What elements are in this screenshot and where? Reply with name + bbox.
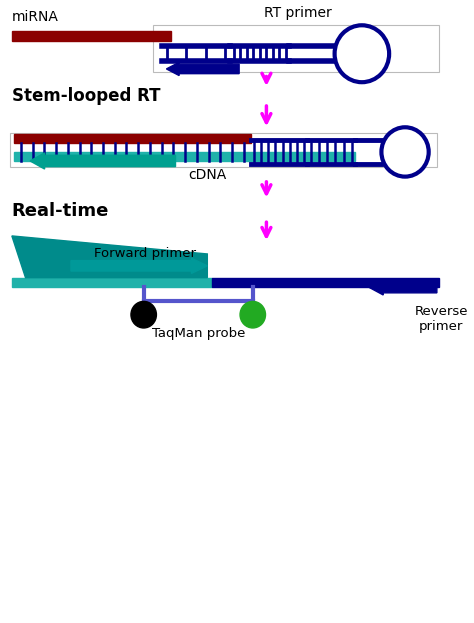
FancyArrow shape (369, 279, 437, 295)
Text: Reverse
primer: Reverse primer (415, 305, 468, 333)
FancyArrow shape (166, 62, 239, 75)
Bar (14, 153, 355, 161)
Text: −: − (247, 308, 259, 321)
Bar (12, 31, 171, 41)
Bar (153, 25, 439, 72)
Bar (9, 133, 437, 167)
Text: TaqMan probe: TaqMan probe (152, 326, 245, 340)
Bar (212, 278, 439, 287)
Circle shape (382, 127, 428, 176)
Text: Forward primer: Forward primer (94, 247, 196, 260)
FancyArrow shape (71, 258, 207, 273)
Text: RT primer: RT primer (264, 6, 332, 20)
Polygon shape (12, 236, 207, 278)
Text: Real-time: Real-time (12, 202, 109, 221)
Bar (12, 278, 212, 287)
FancyArrow shape (30, 153, 175, 169)
Text: cDNA: cDNA (188, 168, 227, 182)
Circle shape (131, 302, 156, 328)
Text: miRNA: miRNA (12, 10, 59, 24)
Circle shape (335, 26, 389, 82)
Bar (14, 134, 250, 143)
Text: −: − (138, 308, 149, 321)
Text: Stem-looped RT: Stem-looped RT (12, 87, 160, 105)
Circle shape (240, 302, 265, 328)
